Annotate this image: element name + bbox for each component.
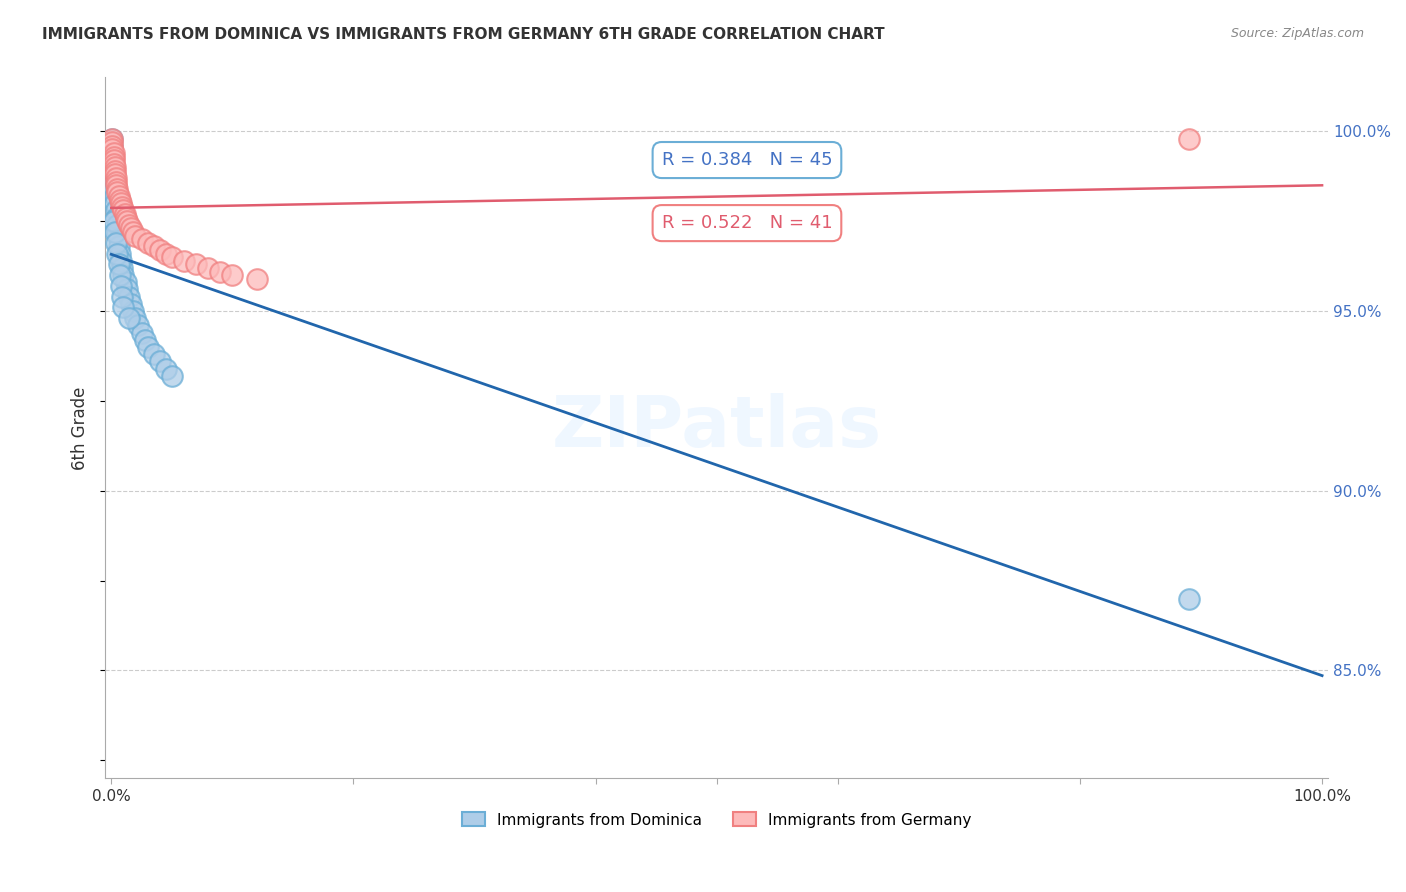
- Point: [101, 131, 124, 145]
- Point: [112, 268, 135, 282]
- Point: [112, 203, 135, 218]
- Point: [101, 145, 124, 160]
- Point: [105, 246, 128, 260]
- Point: [110, 196, 132, 211]
- Text: IMMIGRANTS FROM DOMINICA VS IMMIGRANTS FROM GERMANY 6TH GRADE CORRELATION CHART: IMMIGRANTS FROM DOMINICA VS IMMIGRANTS F…: [42, 27, 884, 42]
- Point: [104, 161, 127, 175]
- Point: [120, 297, 142, 311]
- Point: [173, 253, 195, 268]
- Point: [136, 235, 159, 250]
- Legend: Immigrants from Dominica, Immigrants from Germany: Immigrants from Dominica, Immigrants fro…: [456, 806, 977, 834]
- Point: [160, 368, 183, 383]
- Point: [105, 225, 128, 239]
- Point: [107, 257, 129, 271]
- Point: [122, 304, 145, 318]
- Point: [115, 283, 138, 297]
- Text: Source: ZipAtlas.com: Source: ZipAtlas.com: [1230, 27, 1364, 40]
- Point: [115, 214, 138, 228]
- Point: [101, 135, 124, 149]
- Point: [118, 290, 141, 304]
- Point: [111, 200, 134, 214]
- Point: [149, 354, 172, 368]
- Point: [103, 157, 125, 171]
- Point: [134, 333, 156, 347]
- Point: [131, 326, 153, 340]
- Point: [221, 268, 243, 282]
- Point: [118, 218, 141, 232]
- Point: [155, 246, 177, 260]
- Point: [104, 196, 127, 211]
- Point: [114, 207, 136, 221]
- Point: [142, 239, 165, 253]
- Point: [107, 239, 129, 253]
- Point: [124, 311, 146, 326]
- Point: [105, 235, 128, 250]
- Point: [104, 168, 127, 182]
- Point: [120, 221, 142, 235]
- Point: [105, 211, 128, 225]
- Point: [104, 164, 127, 178]
- Point: [111, 260, 134, 275]
- Point: [105, 203, 128, 218]
- Text: ZIPatlas: ZIPatlas: [551, 393, 882, 462]
- Text: R = 0.522   N = 41: R = 0.522 N = 41: [662, 214, 832, 232]
- Point: [1178, 131, 1201, 145]
- Point: [101, 153, 124, 167]
- Point: [105, 178, 128, 193]
- Point: [124, 228, 146, 243]
- Point: [122, 225, 145, 239]
- Point: [136, 340, 159, 354]
- Point: [103, 149, 125, 163]
- Point: [101, 138, 124, 153]
- Point: [107, 189, 129, 203]
- Point: [103, 168, 125, 182]
- Point: [108, 268, 131, 282]
- Point: [105, 171, 128, 186]
- Point: [127, 318, 149, 333]
- Point: [110, 253, 132, 268]
- Point: [112, 301, 135, 315]
- Point: [105, 218, 128, 232]
- Point: [114, 275, 136, 289]
- Y-axis label: 6th Grade: 6th Grade: [72, 386, 89, 469]
- Point: [209, 264, 232, 278]
- Point: [184, 257, 207, 271]
- Point: [105, 175, 128, 189]
- Text: R = 0.384   N = 45: R = 0.384 N = 45: [662, 151, 832, 169]
- Point: [103, 145, 125, 160]
- Point: [101, 142, 124, 156]
- Point: [107, 232, 129, 246]
- Point: [111, 290, 134, 304]
- Point: [131, 232, 153, 246]
- Point: [197, 260, 219, 275]
- Point: [105, 182, 128, 196]
- Point: [114, 211, 136, 225]
- Point: [110, 278, 132, 293]
- Point: [101, 161, 124, 175]
- Point: [149, 243, 172, 257]
- Point: [142, 347, 165, 361]
- Point: [103, 153, 125, 167]
- Point: [1178, 591, 1201, 606]
- Point: [104, 189, 127, 203]
- Point: [160, 250, 183, 264]
- Point: [105, 186, 128, 200]
- Point: [108, 246, 131, 260]
- Point: [104, 225, 127, 239]
- Point: [118, 311, 141, 326]
- Point: [103, 214, 125, 228]
- Point: [101, 138, 124, 153]
- Point: [103, 182, 125, 196]
- Point: [103, 175, 125, 189]
- Point: [245, 271, 267, 285]
- Point: [155, 361, 177, 376]
- Point: [101, 131, 124, 145]
- Point: [108, 193, 131, 207]
